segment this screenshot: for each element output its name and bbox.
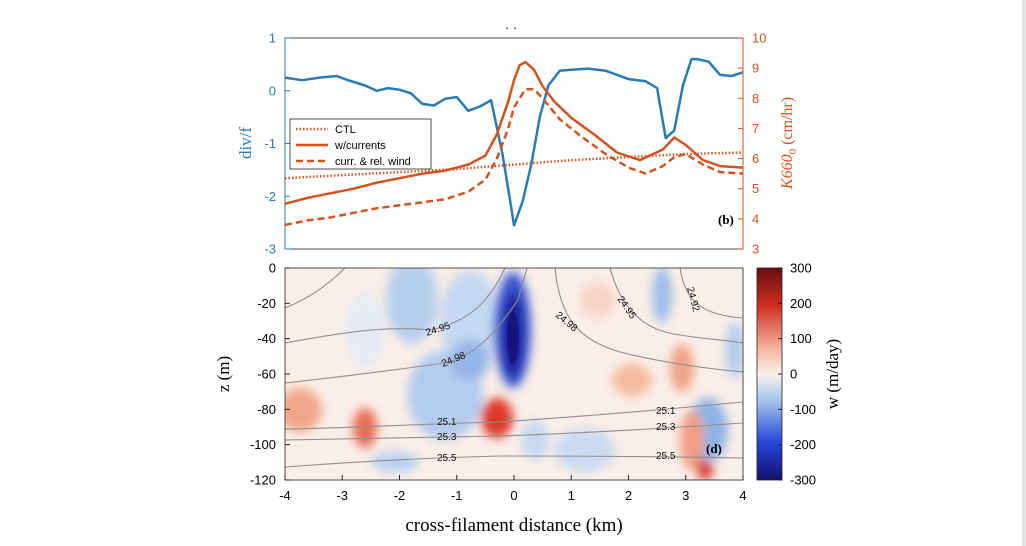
x-tick-label: 2 bbox=[625, 488, 632, 503]
left-tick-label: 1 bbox=[269, 31, 276, 46]
right-tick-label: 10 bbox=[752, 31, 766, 46]
y-tick-label: 0 bbox=[269, 261, 276, 276]
y-tick-label: -40 bbox=[257, 331, 276, 346]
contour-label: 25.1 bbox=[437, 417, 457, 428]
y-tick-label: -120 bbox=[250, 473, 276, 488]
y-axis-label: z (m) bbox=[214, 356, 233, 392]
colorbar-tick-label: 0 bbox=[790, 367, 797, 382]
y-tick-label: -60 bbox=[257, 367, 276, 382]
left-tick-label: 0 bbox=[269, 83, 276, 98]
legend-label-currents: w/currents bbox=[334, 140, 386, 152]
colorbar-tick-label: -300 bbox=[790, 473, 816, 488]
panel-d: 24.95 24.98 24.98 24.95 24.92 25.1 25.1 … bbox=[214, 261, 842, 537]
left-ticks: 1 0 -1 -2 -3 bbox=[264, 31, 290, 257]
y-tick-label: -20 bbox=[257, 296, 276, 311]
series-line-ctl bbox=[285, 151, 743, 180]
contour-label: 25.5 bbox=[437, 453, 457, 464]
series-line-curr-rel-wind bbox=[285, 87, 743, 227]
x-ticks: -4 -3 -2 -1 0 1 2 3 4 bbox=[279, 475, 747, 503]
heatmap-field: 24.95 24.98 24.98 24.95 24.92 25.1 25.1 … bbox=[285, 268, 743, 480]
right-tick-label: 3 bbox=[752, 242, 759, 257]
panel-b-label: (b) bbox=[718, 212, 734, 227]
legend-label-relwind: curr. & rel. wind bbox=[335, 156, 411, 168]
x-tick-label: 1 bbox=[568, 488, 575, 503]
left-tick-label: -2 bbox=[264, 189, 276, 204]
legend-label-ctl: CTL bbox=[335, 124, 356, 136]
colorbar-tick-label: 100 bbox=[790, 331, 812, 346]
right-tick-label: 5 bbox=[752, 181, 759, 196]
y-ticks: 0 -20 -40 -60 -80 -100 -120 bbox=[250, 261, 290, 488]
series-line-div-f bbox=[285, 57, 743, 227]
x-tick-label: -4 bbox=[279, 488, 291, 503]
right-tick-label: 8 bbox=[752, 91, 759, 106]
colorbar-gradient bbox=[756, 267, 783, 481]
colorbar-tick-label: 300 bbox=[790, 261, 812, 276]
right-tick-label: 7 bbox=[752, 121, 759, 136]
right-tick-label: 9 bbox=[752, 61, 759, 76]
right-axis-label: K6600 (cm/hr) bbox=[779, 97, 799, 190]
x-tick-label: 4 bbox=[739, 488, 746, 503]
y-tick-label: -100 bbox=[250, 437, 276, 452]
right-border bbox=[1022, 0, 1026, 546]
contour-label: 25.3 bbox=[437, 432, 457, 443]
panel-d-label: (d) bbox=[706, 441, 722, 456]
right-ticks: 10 9 8 7 6 5 4 3 bbox=[738, 31, 766, 257]
contour-label: 25.1 bbox=[656, 406, 676, 417]
colorbar-label: w (m/day) bbox=[823, 339, 842, 409]
y-tick-label: -80 bbox=[257, 402, 276, 417]
contour-label: 25.5 bbox=[656, 451, 676, 462]
right-tick-label: 4 bbox=[752, 211, 759, 226]
x-tick-label: -1 bbox=[451, 488, 463, 503]
x-axis-label: cross-filament distance (km) bbox=[405, 515, 622, 536]
series-lines bbox=[285, 57, 743, 227]
x-tick-label: 0 bbox=[510, 488, 517, 503]
colorbar: 300 200 100 0 -100 -200 -300 w (m/day) bbox=[756, 261, 842, 488]
top-artifact: · · bbox=[505, 20, 517, 35]
colorbar-tick-label: -200 bbox=[790, 437, 816, 452]
isopycnal-contours bbox=[285, 268, 743, 468]
colorbar-tick-label: 200 bbox=[790, 296, 812, 311]
colorbar-ticks: 300 200 100 0 -100 -200 -300 bbox=[778, 261, 816, 488]
colorbar-tick-label: -100 bbox=[790, 402, 816, 417]
left-tick-label: -1 bbox=[264, 136, 276, 151]
right-tick-label: 6 bbox=[752, 151, 759, 166]
left-axis-label: div/f bbox=[236, 127, 255, 159]
contour-label: 25.3 bbox=[656, 422, 676, 433]
series-line-w-currents bbox=[285, 60, 743, 206]
x-tick-label: -2 bbox=[394, 488, 406, 503]
legend: CTL w/currents curr. & rel. wind bbox=[289, 118, 432, 170]
x-tick-label: -3 bbox=[336, 488, 348, 503]
x-tick-label: 3 bbox=[682, 488, 689, 503]
left-tick-label: -3 bbox=[264, 242, 276, 257]
